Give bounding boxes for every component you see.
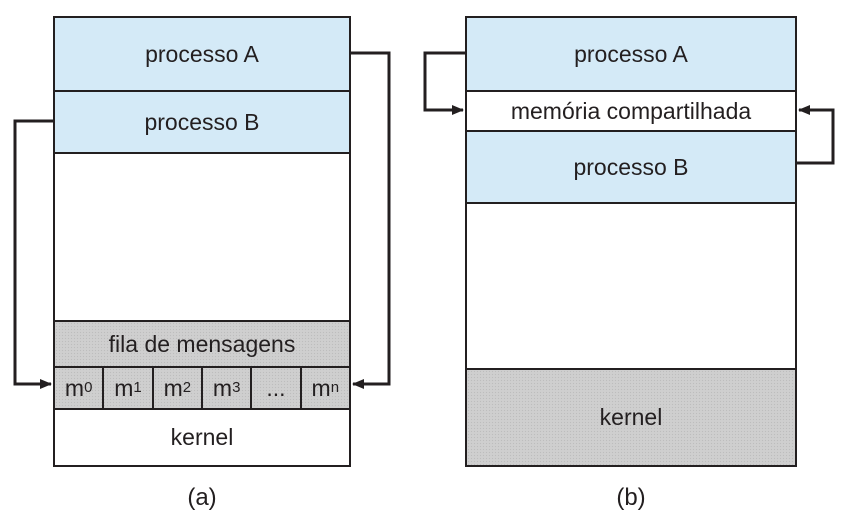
- message-queue-label: fila de mensagens: [55, 320, 349, 366]
- shared-memory-region: memória compartilhada: [467, 92, 795, 132]
- diagram-a-caption: (a): [187, 484, 217, 511]
- diagram-b-process-b: processo B: [467, 132, 795, 204]
- arrow-process-b-to-queue: [13, 119, 53, 389]
- diagram-b-frame: processo A memória compartilhada process…: [465, 16, 797, 467]
- diagram-b-kernel: kernel: [467, 368, 795, 465]
- diagram-a-frame: processo A processo B fila de mensagens …: [53, 16, 351, 467]
- diagram-b-process-a: processo A: [467, 18, 795, 92]
- arrow-process-a-to-queue: [351, 51, 391, 389]
- arrow-process-b-to-shared-memory: [797, 105, 835, 165]
- arrow-process-a-to-shared-memory: [423, 51, 465, 115]
- diagram-a-process-a: processo A: [55, 18, 349, 92]
- diagram-b-caption: (b): [616, 484, 646, 511]
- message-slot-ellipsis: ...: [250, 368, 299, 408]
- diagram-a-kernel: kernel: [170, 424, 234, 450]
- diagram-a-process-b: processo B: [55, 92, 349, 154]
